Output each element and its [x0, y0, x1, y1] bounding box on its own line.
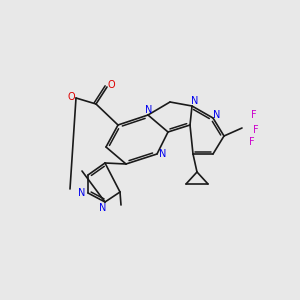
Text: N: N — [213, 110, 221, 120]
Text: F: F — [249, 137, 255, 147]
Text: N: N — [191, 96, 199, 106]
Text: F: F — [253, 125, 259, 135]
Text: F: F — [251, 110, 257, 120]
Text: N: N — [99, 203, 107, 213]
Text: O: O — [107, 80, 115, 90]
Text: N: N — [159, 149, 167, 159]
Text: O: O — [67, 92, 75, 102]
Text: N: N — [78, 188, 86, 198]
Text: N: N — [145, 105, 153, 115]
